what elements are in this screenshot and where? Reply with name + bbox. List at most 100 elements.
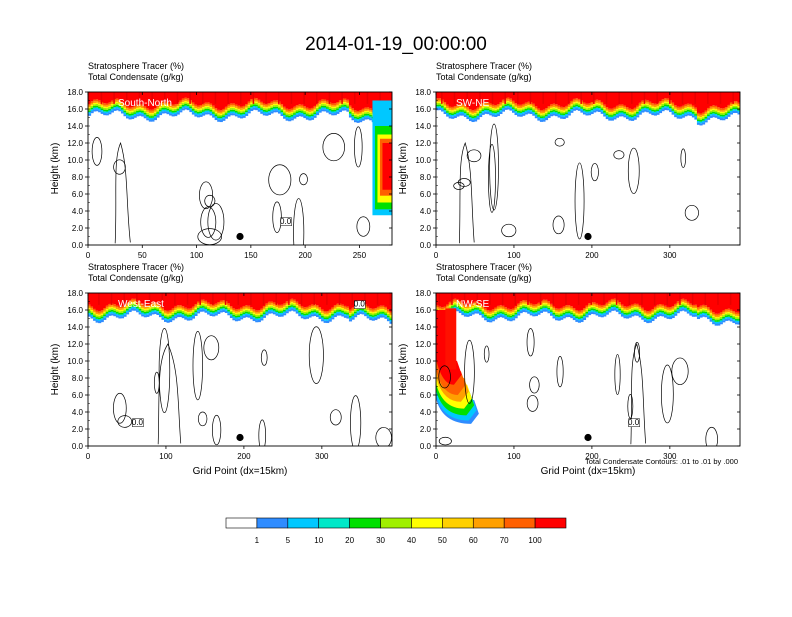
tracer-cell bbox=[88, 92, 92, 104]
tracer-cell bbox=[684, 112, 688, 115]
tracer-cell bbox=[90, 306, 94, 309]
tracer-cell bbox=[138, 113, 142, 116]
tracer-cell bbox=[717, 321, 721, 324]
tracer-cell bbox=[547, 112, 551, 115]
tracer-cell bbox=[648, 317, 652, 319]
tracer-cell bbox=[514, 293, 518, 307]
tracer-cell bbox=[638, 109, 642, 111]
tracer-cell bbox=[458, 103, 462, 106]
tracer-cell bbox=[110, 105, 114, 107]
tracer-cell bbox=[196, 311, 201, 314]
tracer-cell bbox=[240, 92, 242, 104]
tracer-cell bbox=[458, 92, 462, 104]
tracer-cell bbox=[501, 312, 505, 314]
tracer-cell bbox=[207, 92, 211, 103]
tracer-cell bbox=[509, 98, 513, 101]
tracer-cell bbox=[572, 106, 576, 109]
tracer-cell bbox=[714, 105, 718, 108]
tracer-cell bbox=[151, 302, 155, 305]
tracer-cell bbox=[389, 313, 392, 316]
tracer-cell bbox=[303, 115, 307, 119]
contour-line bbox=[158, 327, 171, 414]
tracer-cell bbox=[136, 92, 140, 105]
tracer-cell bbox=[646, 105, 650, 107]
tracer-cell bbox=[689, 92, 693, 104]
tracer-cell bbox=[272, 310, 277, 313]
tracer-cell bbox=[512, 316, 516, 319]
tracer-cell bbox=[724, 318, 728, 321]
tracer-cell bbox=[316, 106, 320, 108]
tracer-cell bbox=[458, 305, 462, 308]
tracer-cell bbox=[164, 101, 168, 104]
tracer-cell bbox=[719, 108, 723, 110]
tracer-cell bbox=[321, 319, 325, 322]
tracer-cell bbox=[265, 108, 269, 111]
tracer-cell bbox=[133, 306, 137, 309]
tracer-cell bbox=[468, 307, 473, 309]
y-tick-label: 4.0 bbox=[420, 408, 432, 417]
tracer-cell bbox=[547, 109, 551, 111]
tracer-cell bbox=[686, 108, 690, 110]
tracer-cell bbox=[562, 312, 566, 315]
tracer-cell bbox=[224, 116, 228, 119]
tracer-cell bbox=[204, 104, 208, 106]
tracer-cell bbox=[194, 293, 198, 305]
tracer-cell bbox=[234, 110, 239, 113]
tracer-cell bbox=[504, 97, 508, 100]
tracer-cell bbox=[323, 92, 327, 100]
tracer-cell bbox=[217, 113, 221, 115]
tracer-cell bbox=[479, 106, 483, 109]
tracer-cell bbox=[384, 310, 388, 312]
tracer-cell bbox=[207, 310, 211, 313]
tracer-cell bbox=[194, 111, 198, 113]
tracer-cell bbox=[719, 112, 723, 115]
tracer-cell bbox=[191, 306, 195, 309]
tracer-cell bbox=[270, 92, 274, 102]
tracer-cell bbox=[285, 113, 289, 116]
tracer-cell bbox=[603, 114, 607, 117]
tracer-cell bbox=[364, 117, 368, 120]
tracer-cell bbox=[727, 113, 731, 115]
tracer-cell bbox=[453, 298, 457, 301]
tracer-cell bbox=[590, 293, 594, 303]
tracer-cell bbox=[620, 306, 625, 309]
tracer-cell bbox=[262, 111, 266, 114]
tracer-cell bbox=[501, 310, 505, 313]
tracer-cell bbox=[202, 105, 206, 108]
tracer-cell bbox=[577, 103, 581, 106]
tracer-cell bbox=[615, 299, 619, 302]
tracer-cell bbox=[359, 113, 363, 115]
tracer-cell bbox=[651, 104, 655, 107]
tracer-cell bbox=[633, 293, 637, 304]
condensate-contours bbox=[438, 328, 718, 446]
tracer-cell bbox=[222, 110, 226, 113]
tracer-cell bbox=[618, 312, 622, 315]
tracer-cell bbox=[481, 310, 485, 313]
tracer-cell bbox=[646, 319, 650, 321]
tracer-cell bbox=[212, 112, 216, 114]
tracer-cell bbox=[386, 315, 391, 318]
tracer-cell bbox=[196, 113, 201, 116]
tracer-cell bbox=[232, 92, 236, 104]
tracer-cell bbox=[560, 316, 564, 318]
tracer-cell bbox=[461, 306, 465, 308]
tracer-cell bbox=[664, 312, 668, 314]
tracer-cell bbox=[714, 112, 718, 114]
contour-line bbox=[203, 335, 220, 361]
tracer-cell bbox=[615, 110, 619, 113]
tracer-cell bbox=[699, 293, 703, 306]
tracer-cell bbox=[240, 307, 244, 310]
tracer-cell bbox=[323, 105, 327, 108]
tracer-cell bbox=[359, 311, 363, 314]
tracer-cell bbox=[298, 293, 302, 305]
x-tick-label: 0 bbox=[434, 452, 439, 461]
contour-label-box bbox=[280, 217, 292, 226]
tracer-cell bbox=[717, 313, 721, 316]
tracer-cell bbox=[732, 312, 736, 315]
tracer-cell bbox=[118, 92, 122, 100]
tracer-cell bbox=[476, 311, 480, 314]
tracer-cell bbox=[562, 311, 566, 313]
tracer-cell bbox=[496, 113, 500, 117]
tracer-cell bbox=[658, 304, 663, 306]
tracer-cell bbox=[580, 92, 582, 104]
